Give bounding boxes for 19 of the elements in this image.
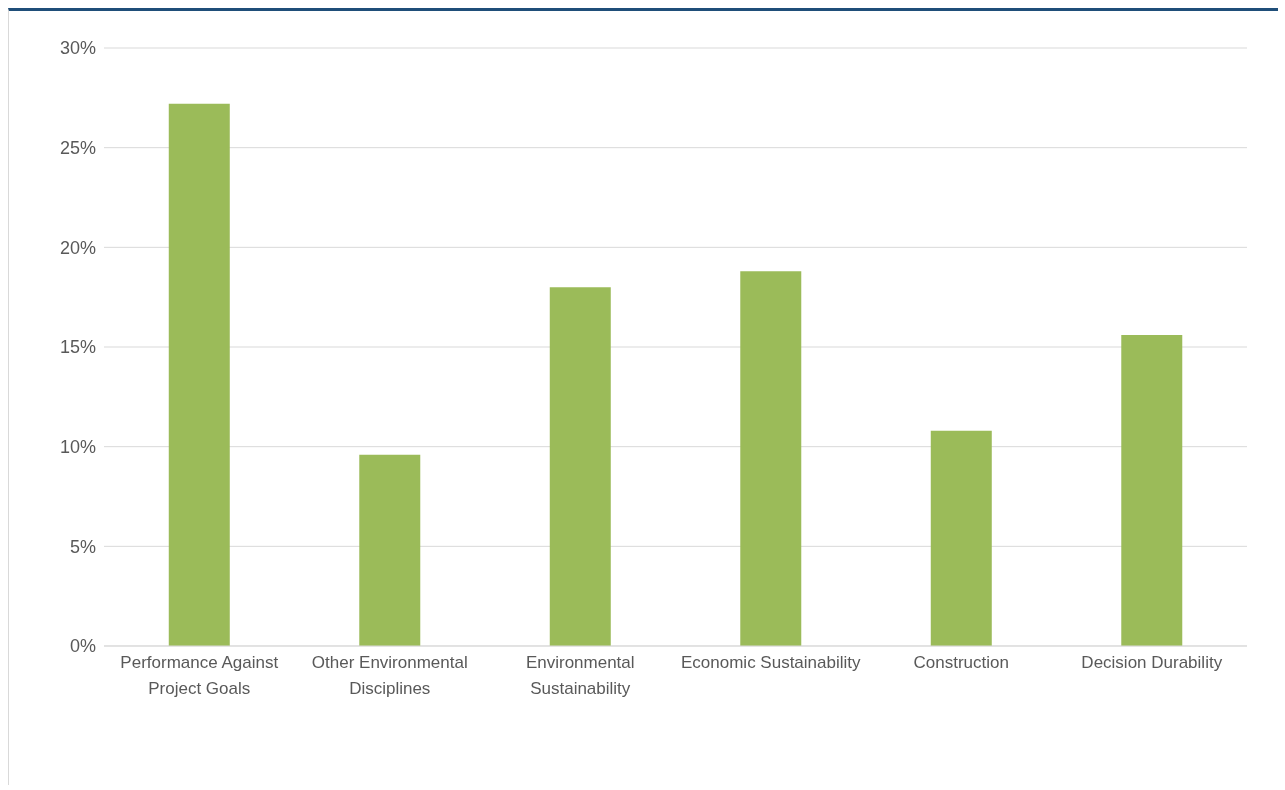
x-tick-label: Decision Durability <box>1081 653 1223 672</box>
x-tick-label: Performance Against Project Goals <box>120 653 279 698</box>
bar <box>740 271 802 646</box>
bar <box>930 430 992 646</box>
x-tick-label: Other Environmental Disciplines <box>311 653 468 698</box>
x-tick-label: Construction <box>913 653 1009 672</box>
y-tick-label: 30% <box>59 38 96 59</box>
y-tick-label: 5% <box>69 536 96 557</box>
y-tick-label: 0% <box>69 636 96 657</box>
y-tick-label: 10% <box>59 437 96 458</box>
bar <box>1121 335 1183 646</box>
x-tick-label: Environmental Sustainability <box>525 653 635 698</box>
bar <box>549 287 611 646</box>
y-tick-label: 25% <box>59 138 96 159</box>
bar <box>359 454 421 646</box>
bar <box>168 103 230 646</box>
x-tick-label: Economic Sustainability <box>680 653 862 672</box>
y-tick-label: 15% <box>59 337 96 358</box>
y-tick-label: 20% <box>59 237 96 258</box>
